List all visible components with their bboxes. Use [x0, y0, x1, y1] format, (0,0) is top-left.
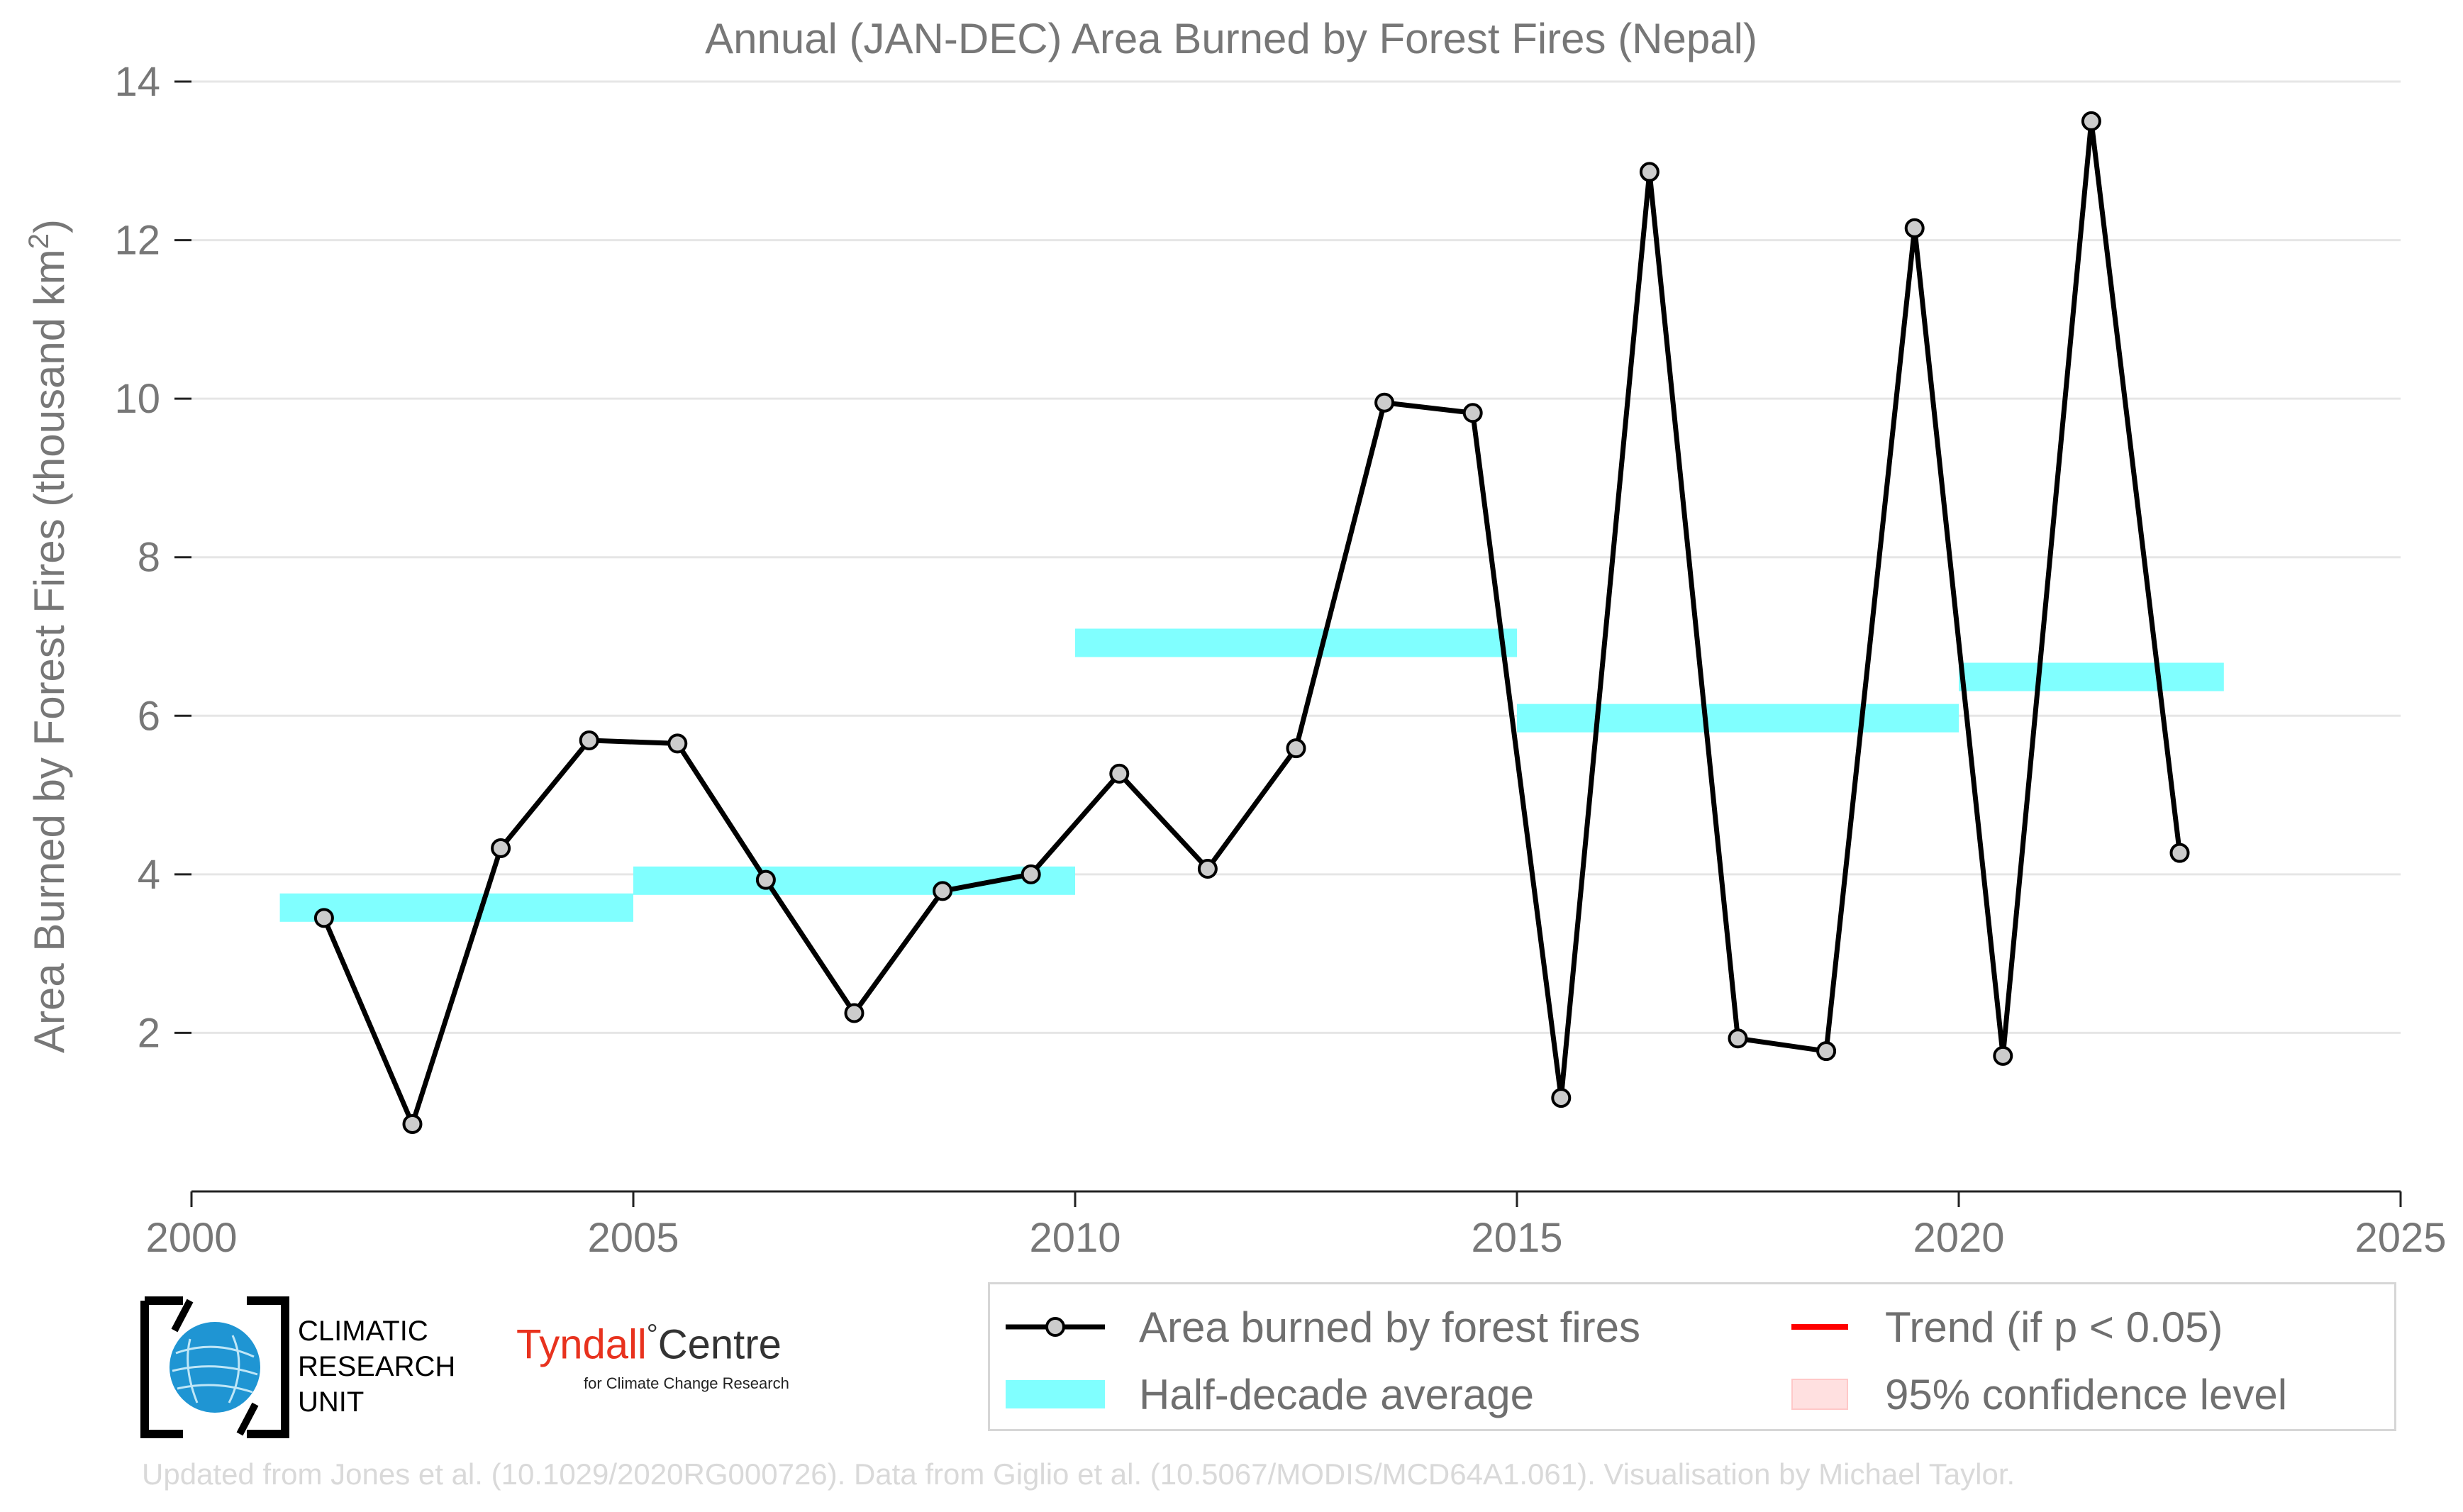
- y-axis: 2 4 6 8 10 12 14: [114, 59, 191, 1056]
- y-tick-label: 12: [114, 218, 160, 264]
- chart-canvas: Annual (JAN-DEC) Area Burned by Forest F…: [0, 0, 2463, 1277]
- legend-item-trend: Trend (if p < 0.05): [1791, 1299, 2223, 1355]
- chart-title: Annual (JAN-DEC) Area Burned by Forest F…: [705, 15, 1757, 62]
- gridlines: [191, 82, 2401, 1033]
- legend-label-trend: Trend (if p < 0.05): [1885, 1303, 2223, 1352]
- legend-item-confidence: 95% confidence level: [1791, 1366, 2287, 1423]
- legend-band-icon: [1006, 1380, 1105, 1408]
- data-point: [1464, 404, 1481, 421]
- x-axis: 2000 2005 2010 2015 2020 2025: [145, 1191, 2446, 1261]
- legend-label-half-decade: Half-decade average: [1139, 1370, 1534, 1419]
- chart-legend: Area burned by forest fires Trend (if p …: [988, 1282, 2396, 1431]
- data-point: [669, 735, 686, 752]
- data-point: [1994, 1047, 2011, 1064]
- x-tick-label: 2005: [587, 1215, 679, 1261]
- legend-item-area-burned: Area burned by forest fires: [1006, 1299, 1640, 1355]
- data-point: [846, 1004, 863, 1021]
- tyndall-name: Tyndall: [516, 1321, 647, 1367]
- half-decade-band: [1959, 663, 2224, 691]
- y-axis-label: Area Burned by Forest Fires (thousand km…: [23, 219, 73, 1053]
- half-decade-average-bands: [280, 628, 2224, 921]
- data-point: [2172, 845, 2189, 862]
- data-point: [934, 882, 951, 899]
- data-point: [1818, 1043, 1835, 1060]
- data-point: [1023, 866, 1040, 883]
- data-point: [1641, 163, 1658, 180]
- credit-line: Updated from Jones et al. (10.1029/2020R…: [142, 1457, 2015, 1491]
- x-tick-label: 2015: [1471, 1215, 1562, 1261]
- data-point: [1288, 740, 1305, 757]
- tyndall-subtitle: for Climate Change Research: [584, 1374, 789, 1393]
- data-point: [2083, 113, 2100, 130]
- tyndall-degree: °: [647, 1319, 658, 1350]
- legend-line-marker-icon: [1006, 1313, 1105, 1341]
- data-point: [1730, 1030, 1747, 1047]
- cru-line-3: UNIT: [298, 1384, 455, 1420]
- tyndall-centre: Centre: [658, 1321, 782, 1367]
- data-point: [581, 732, 598, 749]
- legend-trend-line-icon: [1791, 1313, 1848, 1341]
- cru-globe-icon: [140, 1296, 289, 1438]
- x-tick-label: 2010: [1029, 1215, 1121, 1261]
- y-tick-label: 4: [138, 852, 160, 898]
- data-point: [1199, 860, 1216, 877]
- x-tick-label: 2025: [2354, 1215, 2446, 1261]
- data-point: [316, 909, 333, 926]
- data-point: [1906, 220, 1923, 237]
- x-tick-label: 2020: [1913, 1215, 2004, 1261]
- x-tick-label: 2000: [145, 1215, 237, 1261]
- half-decade-band: [1517, 704, 1959, 733]
- y-tick-label: 6: [138, 693, 160, 739]
- cru-logo: CLIMATIC RESEARCH UNIT: [140, 1296, 467, 1438]
- data-point: [492, 840, 509, 857]
- legend-label-area-burned: Area burned by forest fires: [1139, 1303, 1640, 1352]
- legend-label-confidence: 95% confidence level: [1885, 1370, 2287, 1419]
- y-tick-label: 2: [138, 1010, 160, 1056]
- data-point: [1376, 394, 1393, 411]
- legend-item-half-decade: Half-decade average: [1006, 1366, 1534, 1423]
- data-point: [1111, 765, 1128, 782]
- tyndall-logo: Tyndall°Centre for Climate Change Resear…: [516, 1319, 835, 1404]
- y-tick-label: 8: [138, 535, 160, 581]
- y-tick-label: 10: [114, 376, 160, 422]
- series-line: [324, 121, 2180, 1124]
- data-point: [404, 1116, 421, 1133]
- data-point: [757, 872, 774, 889]
- series-area-burned: [316, 113, 2189, 1133]
- legend-confidence-patch-icon: [1791, 1379, 1848, 1410]
- y-tick-label: 14: [114, 59, 160, 105]
- data-point: [1552, 1089, 1569, 1106]
- half-decade-band: [1075, 628, 1517, 657]
- cru-line-2: RESEARCH: [298, 1349, 455, 1384]
- cru-line-1: CLIMATIC: [298, 1313, 455, 1349]
